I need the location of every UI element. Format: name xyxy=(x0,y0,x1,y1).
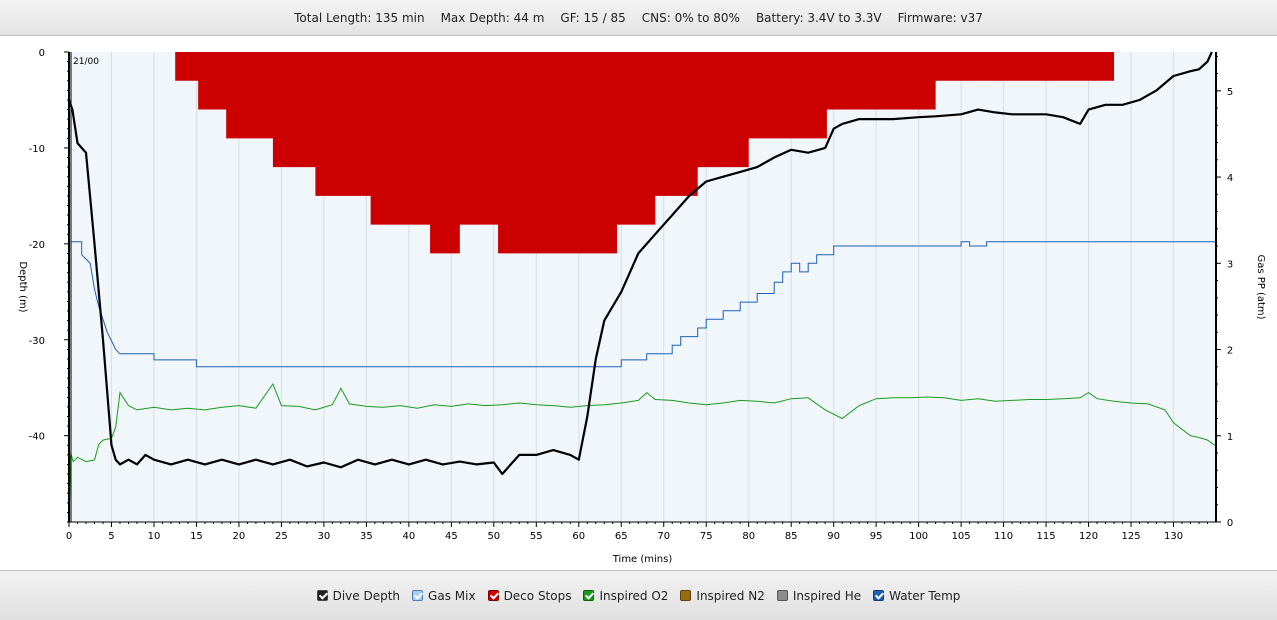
y-right-tick-label: 0 xyxy=(1227,518,1233,529)
x-tick-label: 35 xyxy=(360,531,373,542)
x-tick-label: 130 xyxy=(1164,531,1183,542)
y-left-tick-label: -40 xyxy=(29,432,45,443)
x-tick-label: 10 xyxy=(148,531,161,542)
x-tick-label: 70 xyxy=(657,531,670,542)
checkbox-checked-icon[interactable] xyxy=(583,590,595,601)
legend-label-deco-stops: Deco Stops xyxy=(503,588,572,603)
legend-label-gas-mix: Gas Mix xyxy=(428,588,476,603)
y-left-tick-label: -20 xyxy=(29,240,45,251)
battery-range: Battery: 3.4V to 3.3V xyxy=(755,10,882,25)
dive-depth-line xyxy=(67,51,1213,476)
x-tick-label: 125 xyxy=(1121,531,1140,542)
y-left-tick-label: -30 xyxy=(29,336,45,347)
dive-profile-chart[interactable]: 0 5 10 15 20 25 30 35 40 45 50 55 60 65 70 75 80 85 90 95 10… xyxy=(0,36,1277,570)
x-tick-label: 115 xyxy=(1037,531,1056,542)
gas-mix-label: 21/00 xyxy=(73,57,99,67)
x-tick-label: 90 xyxy=(827,531,840,542)
total-length: Total Length: 135 min xyxy=(294,10,425,25)
y-left-tick-label: 0 xyxy=(39,48,45,59)
x-tick-label: 75 xyxy=(700,531,713,542)
x-tick-label: 30 xyxy=(318,531,331,542)
legend-label-dive-depth: Dive Depth xyxy=(332,588,401,603)
x-tick-label: 95 xyxy=(870,531,883,542)
toggle-deco-stops[interactable]: Deco Stops xyxy=(487,588,572,603)
checkbox-unchecked-icon[interactable] xyxy=(680,590,692,601)
y-right-axis-label: Gas PP (atm) xyxy=(1255,254,1266,319)
deco-stops-area xyxy=(175,52,1115,254)
legend-label-inspired-n2: Inspired N2 xyxy=(696,588,765,603)
x-tick-label: 100 xyxy=(909,531,928,542)
inspired-o2-line xyxy=(68,382,1217,523)
cns-range: CNS: 0% to 80% xyxy=(641,10,740,25)
dive-summary-bar: Total Length: 135 min Max Depth: 44 m GF… xyxy=(0,0,1277,36)
legend-label-inspired-o2: Inspired O2 xyxy=(599,588,669,603)
x-tick-label: 40 xyxy=(402,531,415,542)
toggle-gas-mix[interactable]: Gas Mix xyxy=(412,589,476,603)
max-depth: Max Depth: 44 m xyxy=(440,10,545,25)
checkbox-unchecked-icon[interactable] xyxy=(776,590,788,601)
gradient-factors: GF: 15 / 85 xyxy=(560,10,626,25)
y-right-tick-label: 5 xyxy=(1227,87,1233,98)
y-right-tick-label: 1 xyxy=(1227,432,1233,443)
y-right-tick-label: 4 xyxy=(1227,173,1233,184)
legend-label-inspired-he: Inspired He xyxy=(792,588,862,603)
y-left-axis-label: Depth (m) xyxy=(17,261,28,312)
x-tick-label: 25 xyxy=(275,531,288,542)
x-tick-label: 45 xyxy=(445,531,458,542)
toggle-dive-depth[interactable]: Dive Depth xyxy=(316,588,401,603)
x-tick-label: 0 xyxy=(66,531,72,542)
x-tick-label: 15 xyxy=(190,531,203,542)
toggle-inspired-he[interactable]: Inspired He xyxy=(776,588,862,603)
toggle-inspired-o2[interactable]: Inspired O2 xyxy=(583,589,668,603)
x-tick-label: 105 xyxy=(952,531,971,542)
checkbox-checked-icon[interactable] xyxy=(873,590,885,601)
toggle-inspired-n2[interactable]: Inspired N2 xyxy=(680,588,765,603)
checkbox-checked-icon[interactable] xyxy=(412,590,424,601)
water-temp-line xyxy=(71,241,1216,368)
legend-label-water-temp: Water Temp xyxy=(889,588,961,603)
firmware-version: Firmware: v37 xyxy=(897,10,983,25)
x-tick-label: 110 xyxy=(994,531,1013,542)
x-tick-label: 60 xyxy=(572,531,585,542)
dive-profile-svg[interactable]: 0 5 10 15 20 25 30 35 40 45 50 55 60 65 70 75 80 85 90 95 10… xyxy=(0,36,1277,570)
y-right-tick-label: 3 xyxy=(1227,259,1233,270)
x-tick-label: 80 xyxy=(742,531,755,542)
x-tick-label: 50 xyxy=(487,531,500,542)
x-tick-label: 85 xyxy=(785,531,798,542)
x-tick-label: 120 xyxy=(1079,531,1098,542)
toggle-water-temp[interactable]: Water Temp xyxy=(873,589,960,603)
x-tick-label: 55 xyxy=(530,531,543,542)
series-legend: Dive Depth Gas Mix Deco Stops Inspired O… xyxy=(0,570,1277,620)
x-tick-label: 65 xyxy=(615,531,628,542)
y-left-tick-label: -10 xyxy=(29,144,45,155)
x-tick-label: 5 xyxy=(108,531,114,542)
checkbox-checked-icon[interactable] xyxy=(487,590,499,601)
y-right-tick-label: 2 xyxy=(1227,346,1233,357)
x-axis-label: Time (mins) xyxy=(612,554,673,565)
checkbox-checked-icon[interactable] xyxy=(316,590,328,601)
x-tick-label: 20 xyxy=(233,531,246,542)
